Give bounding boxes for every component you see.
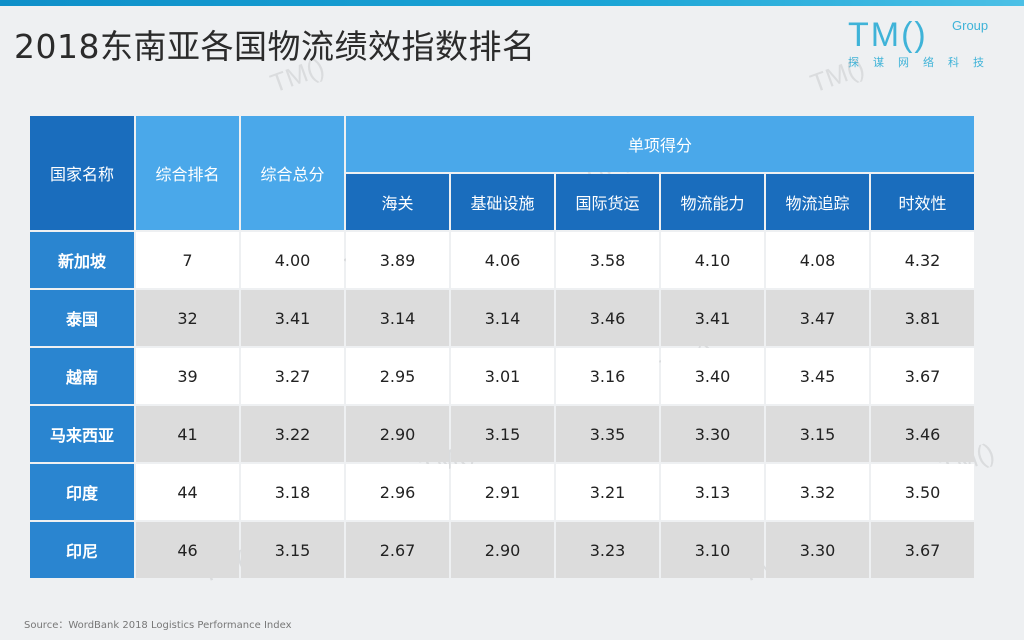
sub-score-cell: 2.67 — [346, 522, 449, 578]
sub-score-cell: 3.15 — [766, 406, 869, 462]
sub-score-cell: 3.40 — [661, 348, 764, 404]
sub-score-cell: 3.81 — [871, 290, 974, 346]
logo-subtitle: 探谋网络科技 — [848, 56, 998, 69]
sub-score-cell: 3.45 — [766, 348, 869, 404]
sub-score-cell: 2.90 — [346, 406, 449, 462]
sub-score-cell: 4.10 — [661, 232, 764, 288]
page-title: 2018东南亚各国物流绩效指数排名 — [14, 27, 536, 66]
logo-mark: TM() — [848, 16, 928, 54]
sub-score-cell: 3.67 — [871, 522, 974, 578]
sub-score-cell: 4.32 — [871, 232, 974, 288]
header-country: 国家名称 — [30, 116, 134, 230]
sub-score-cell: 3.13 — [661, 464, 764, 520]
header-sub-score-group: 单项得分 — [346, 116, 974, 172]
header-sub-4: 物流追踪 — [766, 174, 869, 230]
sub-score-cell: 3.58 — [556, 232, 659, 288]
header-rank: 综合排名 — [136, 116, 239, 230]
sub-score-cell: 3.15 — [451, 406, 554, 462]
sub-score-cell: 3.67 — [871, 348, 974, 404]
sub-score-cell: 3.32 — [766, 464, 869, 520]
logistics-performance-table: 国家名称 综合排名 综合总分 单项得分 海关 基础设施 国际货运 物流能力 物流追踪 时效性新加坡… — [30, 116, 976, 578]
sub-score-cell: 4.08 — [766, 232, 869, 288]
sub-score-cell: 3.30 — [766, 522, 869, 578]
sub-score-cell: 3.46 — [556, 290, 659, 346]
sub-score-cell: 2.91 — [451, 464, 554, 520]
score-cell: 4.00 — [241, 232, 344, 288]
score-cell: 3.18 — [241, 464, 344, 520]
rank-cell: 32 — [136, 290, 239, 346]
country-cell: 新加坡 — [30, 232, 134, 288]
company-logo: TM() Group 探谋网络科技 — [848, 16, 1008, 72]
country-cell: 马来西亚 — [30, 406, 134, 462]
sub-score-cell: 3.01 — [451, 348, 554, 404]
country-cell: 印尼 — [30, 522, 134, 578]
rank-cell: 7 — [136, 232, 239, 288]
header-sub-5: 时效性 — [871, 174, 974, 230]
header-score: 综合总分 — [241, 116, 344, 230]
sub-score-cell: 2.96 — [346, 464, 449, 520]
rank-cell: 44 — [136, 464, 239, 520]
sub-score-cell: 3.10 — [661, 522, 764, 578]
score-cell: 3.27 — [241, 348, 344, 404]
sub-score-cell: 3.47 — [766, 290, 869, 346]
header-sub-2: 国际货运 — [556, 174, 659, 230]
sub-score-cell: 2.95 — [346, 348, 449, 404]
rank-cell: 41 — [136, 406, 239, 462]
rank-cell: 39 — [136, 348, 239, 404]
header-sub-3: 物流能力 — [661, 174, 764, 230]
sub-score-cell: 3.89 — [346, 232, 449, 288]
sub-score-cell: 3.46 — [871, 406, 974, 462]
header-sub-0: 海关 — [346, 174, 449, 230]
score-cell: 3.22 — [241, 406, 344, 462]
top-accent-bar — [0, 0, 1024, 6]
sub-score-cell: 4.06 — [451, 232, 554, 288]
sub-score-cell: 3.35 — [556, 406, 659, 462]
sub-score-cell: 3.14 — [451, 290, 554, 346]
country-cell: 印度 — [30, 464, 134, 520]
sub-score-cell: 2.90 — [451, 522, 554, 578]
sub-score-cell: 3.50 — [871, 464, 974, 520]
sub-score-cell: 3.14 — [346, 290, 449, 346]
country-cell: 泰国 — [30, 290, 134, 346]
sub-score-cell: 3.21 — [556, 464, 659, 520]
sub-score-cell: 3.23 — [556, 522, 659, 578]
sub-score-cell: 3.41 — [661, 290, 764, 346]
header-sub-1: 基础设施 — [451, 174, 554, 230]
logo-group-text: Group — [952, 18, 989, 33]
sub-score-cell: 3.30 — [661, 406, 764, 462]
sub-score-cell: 3.16 — [556, 348, 659, 404]
score-cell: 3.15 — [241, 522, 344, 578]
score-cell: 3.41 — [241, 290, 344, 346]
rank-cell: 46 — [136, 522, 239, 578]
source-note: Source：WordBank 2018 Logistics Performan… — [24, 620, 292, 631]
country-cell: 越南 — [30, 348, 134, 404]
